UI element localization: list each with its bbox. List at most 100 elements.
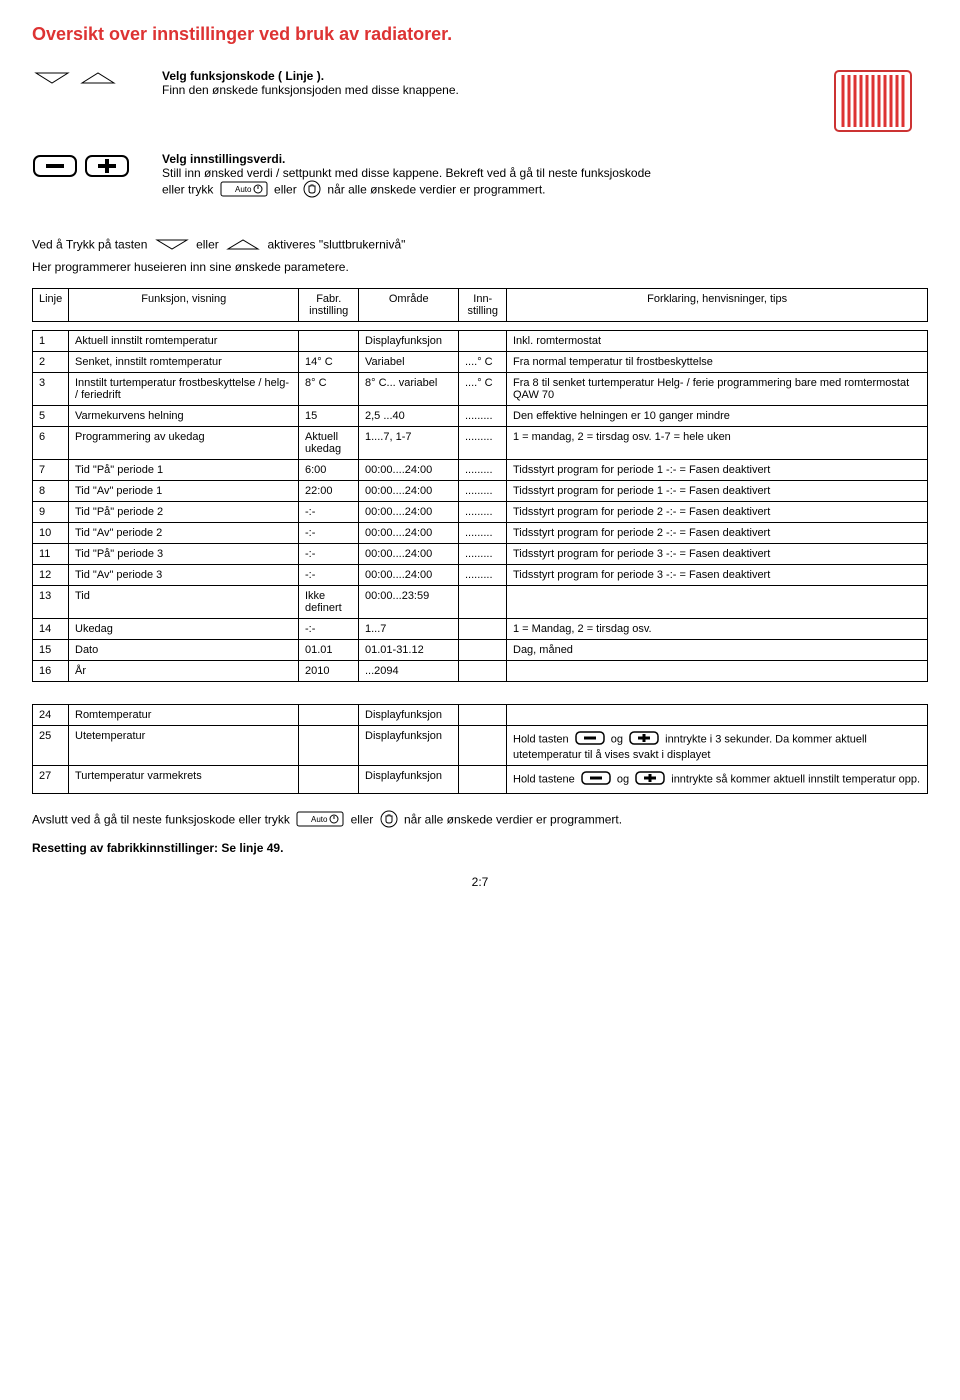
cell-linje: 24: [33, 705, 69, 726]
table-row: 1Aktuell innstilt romtemperaturDisplayfu…: [33, 331, 928, 352]
cell-funksjon: Innstilt turtemperatur frostbeskyttelse …: [69, 373, 299, 406]
up-arrow-icon: [225, 237, 261, 254]
cell-fabr: [299, 331, 359, 352]
cell-funksjon: Ukedag: [69, 619, 299, 640]
table-row: 16År2010...2094: [33, 661, 928, 682]
data-table-1: 1Aktuell innstilt romtemperaturDisplayfu…: [32, 330, 928, 682]
cell-forklaring: Tidsstyrt program for periode 3 -:- = Fa…: [507, 544, 928, 565]
intro-block-1: Velg funksjonskode ( Linje ). Finn den ø…: [32, 69, 928, 136]
data-table-2: 24RomtemperaturDisplayfunksjon25Utetempe…: [32, 704, 928, 794]
th-funksjon: Funksjon, visning: [69, 289, 299, 322]
cell-funksjon: Programmering av ukedag: [69, 427, 299, 460]
cell-funksjon: Dato: [69, 640, 299, 661]
cell-inn: [459, 586, 507, 619]
cell-fabr: Aktuell ukedag: [299, 427, 359, 460]
cell-linje: 10: [33, 523, 69, 544]
cell-inn: .........: [459, 460, 507, 481]
cell-inn: [459, 619, 507, 640]
cell-inn: [459, 331, 507, 352]
cell-funksjon: Tid: [69, 586, 299, 619]
cell-forklaring: [507, 705, 928, 726]
cell-funksjon: Tid "Av" periode 2: [69, 523, 299, 544]
cell-inn: .........: [459, 565, 507, 586]
cell-linje: 14: [33, 619, 69, 640]
table-row: 2Senket, innstilt romtemperatur14° CVari…: [33, 352, 928, 373]
cell-forklaring: Hold tastene og inntrykte så kommer aktu…: [507, 766, 928, 794]
radiator-icon: [833, 69, 913, 136]
cell-forklaring: Hold tasten og inntrykte i 3 sekunder. D…: [507, 726, 928, 766]
cell-linje: 3: [33, 373, 69, 406]
cell-fabr: [299, 726, 359, 766]
cell-omrade: 2,5 ...40: [359, 406, 459, 427]
activation-line: Ved å Trykk på tasten eller aktiveres "s…: [32, 237, 928, 254]
auto-button-icon: Auto: [296, 811, 344, 830]
th-linje: Linje: [33, 289, 69, 322]
intro-block-2: Velg innstillingsverdi. Still inn ønsked…: [32, 152, 928, 201]
svg-text:Auto: Auto: [311, 815, 328, 824]
th-omrade: Område: [359, 289, 459, 322]
cell-linje: 13: [33, 586, 69, 619]
cell-fabr: 22:00: [299, 481, 359, 502]
cell-fabr: 15: [299, 406, 359, 427]
cell-omrade: 00:00....24:00: [359, 565, 459, 586]
cell-linje: 11: [33, 544, 69, 565]
table-row: 24RomtemperaturDisplayfunksjon: [33, 705, 928, 726]
intro1-line2: Finn den ønskede funksjonsjoden med diss…: [162, 83, 798, 97]
cell-inn: ....° C: [459, 373, 507, 406]
cell-forklaring: [507, 661, 928, 682]
cell-funksjon: Senket, innstilt romtemperatur: [69, 352, 299, 373]
th-forklaring: Forklaring, henvisninger, tips: [507, 289, 928, 322]
cell-linje: 16: [33, 661, 69, 682]
cell-fabr: Ikke definert: [299, 586, 359, 619]
cell-forklaring: 1 = mandag, 2 = tirsdag osv. 1-7 = hele …: [507, 427, 928, 460]
table-row: 25UtetemperaturDisplayfunksjonHold taste…: [33, 726, 928, 766]
cell-omrade: 1....7, 1-7: [359, 427, 459, 460]
up-arrow-icon: [78, 69, 118, 88]
cell-inn: .........: [459, 502, 507, 523]
cell-linje: 12: [33, 565, 69, 586]
table-row: 27Turtemperatur varmekretsDisplayfunksjo…: [33, 766, 928, 794]
hand-icon: [380, 810, 398, 831]
cell-fabr: -:-: [299, 619, 359, 640]
down-arrow-icon: [154, 237, 190, 254]
minus-button-icon: [575, 730, 605, 749]
auto-button-icon: Auto: [220, 181, 268, 200]
cell-forklaring: Fra normal temperatur til frostbeskyttel…: [507, 352, 928, 373]
table-row: 14Ukedag-:-1...71 = Mandag, 2 = tirsdag …: [33, 619, 928, 640]
svg-text:Auto: Auto: [235, 185, 252, 194]
cell-linje: 9: [33, 502, 69, 523]
cell-fabr: 01.01: [299, 640, 359, 661]
cell-omrade: Displayfunksjon: [359, 726, 459, 766]
intro2-line1: Velg innstillingsverdi.: [162, 152, 928, 166]
cell-linje: 27: [33, 766, 69, 794]
cell-omrade: Displayfunksjon: [359, 331, 459, 352]
cell-funksjon: Tid "På" periode 3: [69, 544, 299, 565]
cell-forklaring: Tidsstyrt program for periode 2 -:- = Fa…: [507, 523, 928, 544]
cell-fabr: 14° C: [299, 352, 359, 373]
cell-funksjon: Aktuell innstilt romtemperatur: [69, 331, 299, 352]
table-row: 12Tid "Av" periode 3-:-00:00....24:00...…: [33, 565, 928, 586]
cell-inn: [459, 705, 507, 726]
table-row: 6Programmering av ukedagAktuell ukedag1.…: [33, 427, 928, 460]
table-row: 9Tid "På" periode 2-:-00:00....24:00....…: [33, 502, 928, 523]
header-table: Linje Funksjon, visning Fabr. instilling…: [32, 288, 928, 322]
cell-inn: ....° C: [459, 352, 507, 373]
cell-inn: [459, 661, 507, 682]
cell-inn: .........: [459, 427, 507, 460]
plus-button-icon: [635, 770, 665, 789]
table-row: 8Tid "Av" periode 122:0000:00....24:00..…: [33, 481, 928, 502]
cell-forklaring: Dag, måned: [507, 640, 928, 661]
cell-forklaring: Inkl. romtermostat: [507, 331, 928, 352]
cell-inn: .........: [459, 406, 507, 427]
cell-inn: .........: [459, 544, 507, 565]
cell-forklaring: Tidsstyrt program for periode 1 -:- = Fa…: [507, 481, 928, 502]
cell-omrade: 01.01-31.12: [359, 640, 459, 661]
cell-linje: 7: [33, 460, 69, 481]
cell-fabr: 8° C: [299, 373, 359, 406]
cell-funksjon: Tid "Av" periode 3: [69, 565, 299, 586]
cell-omrade: Displayfunksjon: [359, 766, 459, 794]
cell-funksjon: Tid "På" periode 2: [69, 502, 299, 523]
cell-fabr: -:-: [299, 523, 359, 544]
cell-linje: 15: [33, 640, 69, 661]
page-number: 2:7: [32, 875, 928, 889]
